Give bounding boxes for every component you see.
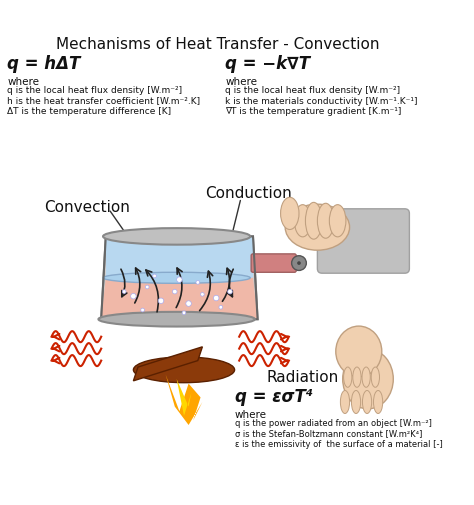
Text: Conduction: Conduction <box>205 186 292 201</box>
Ellipse shape <box>363 390 372 414</box>
Ellipse shape <box>336 326 382 377</box>
Circle shape <box>297 261 301 265</box>
Circle shape <box>201 292 204 296</box>
Polygon shape <box>101 278 257 319</box>
Circle shape <box>219 306 223 309</box>
Ellipse shape <box>340 390 350 414</box>
Text: Mechanisms of Heat Transfer - Convection: Mechanisms of Heat Transfer - Convection <box>56 37 380 52</box>
Ellipse shape <box>281 197 299 229</box>
Text: Convection: Convection <box>45 199 130 215</box>
Circle shape <box>141 308 145 312</box>
Circle shape <box>122 290 126 293</box>
Ellipse shape <box>305 203 322 239</box>
Text: σ is the Stefan-Boltzmann constant [W.m²K⁴]: σ is the Stefan-Boltzmann constant [W.m²… <box>235 430 422 439</box>
Text: where: where <box>8 77 39 87</box>
Ellipse shape <box>351 390 361 414</box>
Ellipse shape <box>362 367 370 387</box>
FancyBboxPatch shape <box>318 209 410 273</box>
Text: q = hΔT: q = hΔT <box>8 55 81 73</box>
Text: q = εσT⁴: q = εσT⁴ <box>235 388 313 406</box>
Circle shape <box>196 281 200 284</box>
Polygon shape <box>177 379 191 416</box>
Circle shape <box>228 289 232 294</box>
Text: where: where <box>235 410 266 420</box>
Polygon shape <box>106 236 253 278</box>
Circle shape <box>213 295 219 301</box>
Circle shape <box>186 301 191 307</box>
Ellipse shape <box>318 204 334 238</box>
FancyBboxPatch shape <box>251 254 296 272</box>
Text: ∇T is the temperature gradient [K.m⁻¹]: ∇T is the temperature gradient [K.m⁻¹] <box>226 107 402 116</box>
Ellipse shape <box>99 312 255 327</box>
Polygon shape <box>101 236 257 319</box>
Ellipse shape <box>285 204 350 250</box>
Polygon shape <box>165 374 202 425</box>
Ellipse shape <box>374 390 383 414</box>
Ellipse shape <box>353 367 361 387</box>
Text: q = −k∇T: q = −k∇T <box>226 55 310 73</box>
Text: ε is the emissivity of  the surface of a material [-]: ε is the emissivity of the surface of a … <box>235 440 442 449</box>
Ellipse shape <box>329 205 346 237</box>
Circle shape <box>177 277 182 282</box>
Ellipse shape <box>371 367 380 387</box>
Text: q is the power radiated from an object [W.m⁻²]: q is the power radiated from an object [… <box>235 420 431 428</box>
Circle shape <box>146 285 149 289</box>
Text: Radiation: Radiation <box>267 370 339 385</box>
Polygon shape <box>133 347 202 381</box>
Ellipse shape <box>103 272 250 283</box>
Ellipse shape <box>133 357 235 383</box>
Circle shape <box>131 293 136 299</box>
Circle shape <box>158 298 164 304</box>
Ellipse shape <box>343 349 393 409</box>
Text: where: where <box>226 77 257 87</box>
Circle shape <box>153 274 156 278</box>
Text: ΔT is the temperature difference [K]: ΔT is the temperature difference [K] <box>8 107 172 116</box>
Text: k is the materials conductivity [W.m⁻¹.K⁻¹]: k is the materials conductivity [W.m⁻¹.K… <box>226 96 418 106</box>
Circle shape <box>182 311 186 315</box>
Text: h is the heat transfer coefficient [W.m⁻².K]: h is the heat transfer coefficient [W.m⁻… <box>8 96 201 106</box>
Text: q is the local heat flux density [W.m⁻²]: q is the local heat flux density [W.m⁻²] <box>226 86 401 95</box>
Circle shape <box>173 289 177 294</box>
Circle shape <box>292 256 306 271</box>
Ellipse shape <box>103 228 250 245</box>
Ellipse shape <box>294 205 311 237</box>
Text: q is the local heat flux density [W.m⁻²]: q is the local heat flux density [W.m⁻²] <box>8 86 182 95</box>
Ellipse shape <box>344 367 352 387</box>
